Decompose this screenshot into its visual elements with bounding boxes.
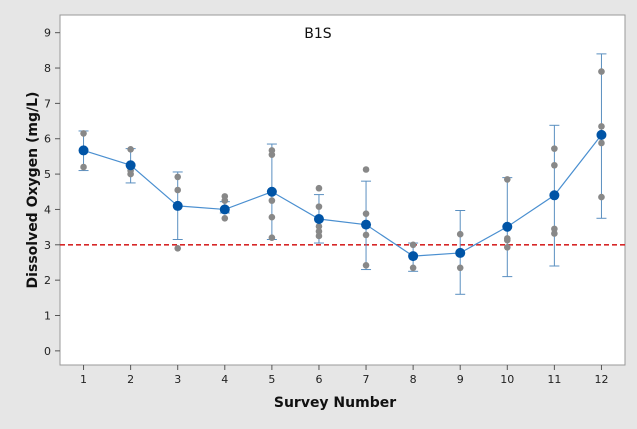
observation-point — [315, 223, 323, 230]
observation-point — [598, 193, 605, 201]
x-tick-label: 6 — [315, 373, 322, 386]
x-tick-label: 3 — [174, 373, 181, 386]
mean-points — [78, 129, 607, 262]
mean-point — [596, 129, 607, 140]
y-tick-label: 8 — [44, 62, 51, 75]
observation-point — [362, 262, 370, 269]
mean-point — [219, 204, 230, 215]
plot-area — [59, 14, 626, 366]
y-tick-label: 6 — [44, 133, 51, 146]
observation-point — [315, 184, 323, 192]
chart-title: B1S — [304, 26, 332, 42]
x-tick-label: 8 — [410, 373, 417, 386]
y-tick-label: 3 — [44, 239, 51, 252]
observation-point — [598, 68, 605, 75]
observation-point — [268, 197, 276, 204]
mean-line — [83, 134, 602, 257]
y-tick-label: 7 — [44, 97, 51, 110]
observation-point — [362, 166, 370, 173]
observation-point — [409, 264, 417, 272]
x-axis: 1 2 3 4 5 6 7 8 9 10 11 12 — [80, 365, 608, 386]
y-tick-label: 1 — [44, 310, 51, 323]
mean-point — [502, 221, 513, 232]
observation-point — [456, 230, 464, 238]
y-tick-label: 2 — [44, 274, 51, 287]
x-tick-label: 9 — [457, 373, 464, 386]
observation-point — [127, 146, 134, 153]
y-tick-label: 0 — [44, 345, 51, 358]
observation-point — [268, 234, 276, 242]
x-tick-label: 12 — [594, 373, 608, 386]
observation-point — [80, 130, 87, 137]
observation-point — [362, 231, 370, 239]
mean-point — [266, 186, 277, 197]
x-tick-label: 7 — [363, 373, 370, 386]
x-tick-label: 10 — [500, 373, 514, 386]
x-tick-label: 11 — [547, 373, 561, 386]
observation-point — [503, 176, 511, 183]
y-axis-title: Dissolved Oxygen (mg/L) — [25, 92, 41, 289]
mean-point — [313, 213, 324, 224]
x-tick-label: 1 — [80, 373, 87, 386]
observation-point — [551, 225, 558, 233]
x-tick-label: 5 — [268, 373, 275, 386]
mean-point — [78, 145, 89, 156]
mean-point — [455, 247, 466, 258]
y-axis: 0 1 2 3 4 5 6 7 8 9 — [44, 27, 60, 358]
observation-point — [551, 161, 558, 169]
observation-point — [174, 173, 182, 181]
y-tick-label: 5 — [44, 168, 51, 181]
mean-point — [549, 190, 560, 201]
observation-point — [456, 264, 464, 272]
observation-point — [362, 210, 370, 217]
observation-point — [551, 145, 558, 152]
observation-point — [221, 214, 229, 222]
observation-point — [598, 123, 605, 130]
mean-point — [361, 219, 372, 230]
observation-point — [315, 203, 323, 210]
observation-point — [503, 236, 511, 244]
observation-point — [315, 228, 323, 235]
observation-point — [174, 186, 182, 194]
mean-point — [125, 160, 136, 171]
y-tick-label: 9 — [44, 27, 51, 40]
y-tick-label: 4 — [44, 203, 51, 216]
observation-point — [503, 243, 511, 251]
observation-point — [551, 230, 558, 237]
observation-point — [409, 241, 417, 249]
observation-point — [268, 213, 276, 221]
x-axis-title: Survey Number — [274, 395, 396, 411]
observation-point — [268, 151, 276, 158]
observation-point — [80, 163, 87, 171]
observation-point — [315, 232, 323, 240]
observation-point — [221, 197, 229, 204]
mean-line-group — [83, 134, 602, 257]
observation-point — [127, 170, 134, 178]
mean-point — [172, 200, 183, 211]
observation-point — [174, 245, 182, 252]
observation-point — [598, 139, 605, 147]
x-tick-label: 2 — [127, 373, 134, 386]
x-tick-label: 4 — [221, 373, 228, 386]
mean-point — [408, 251, 419, 262]
